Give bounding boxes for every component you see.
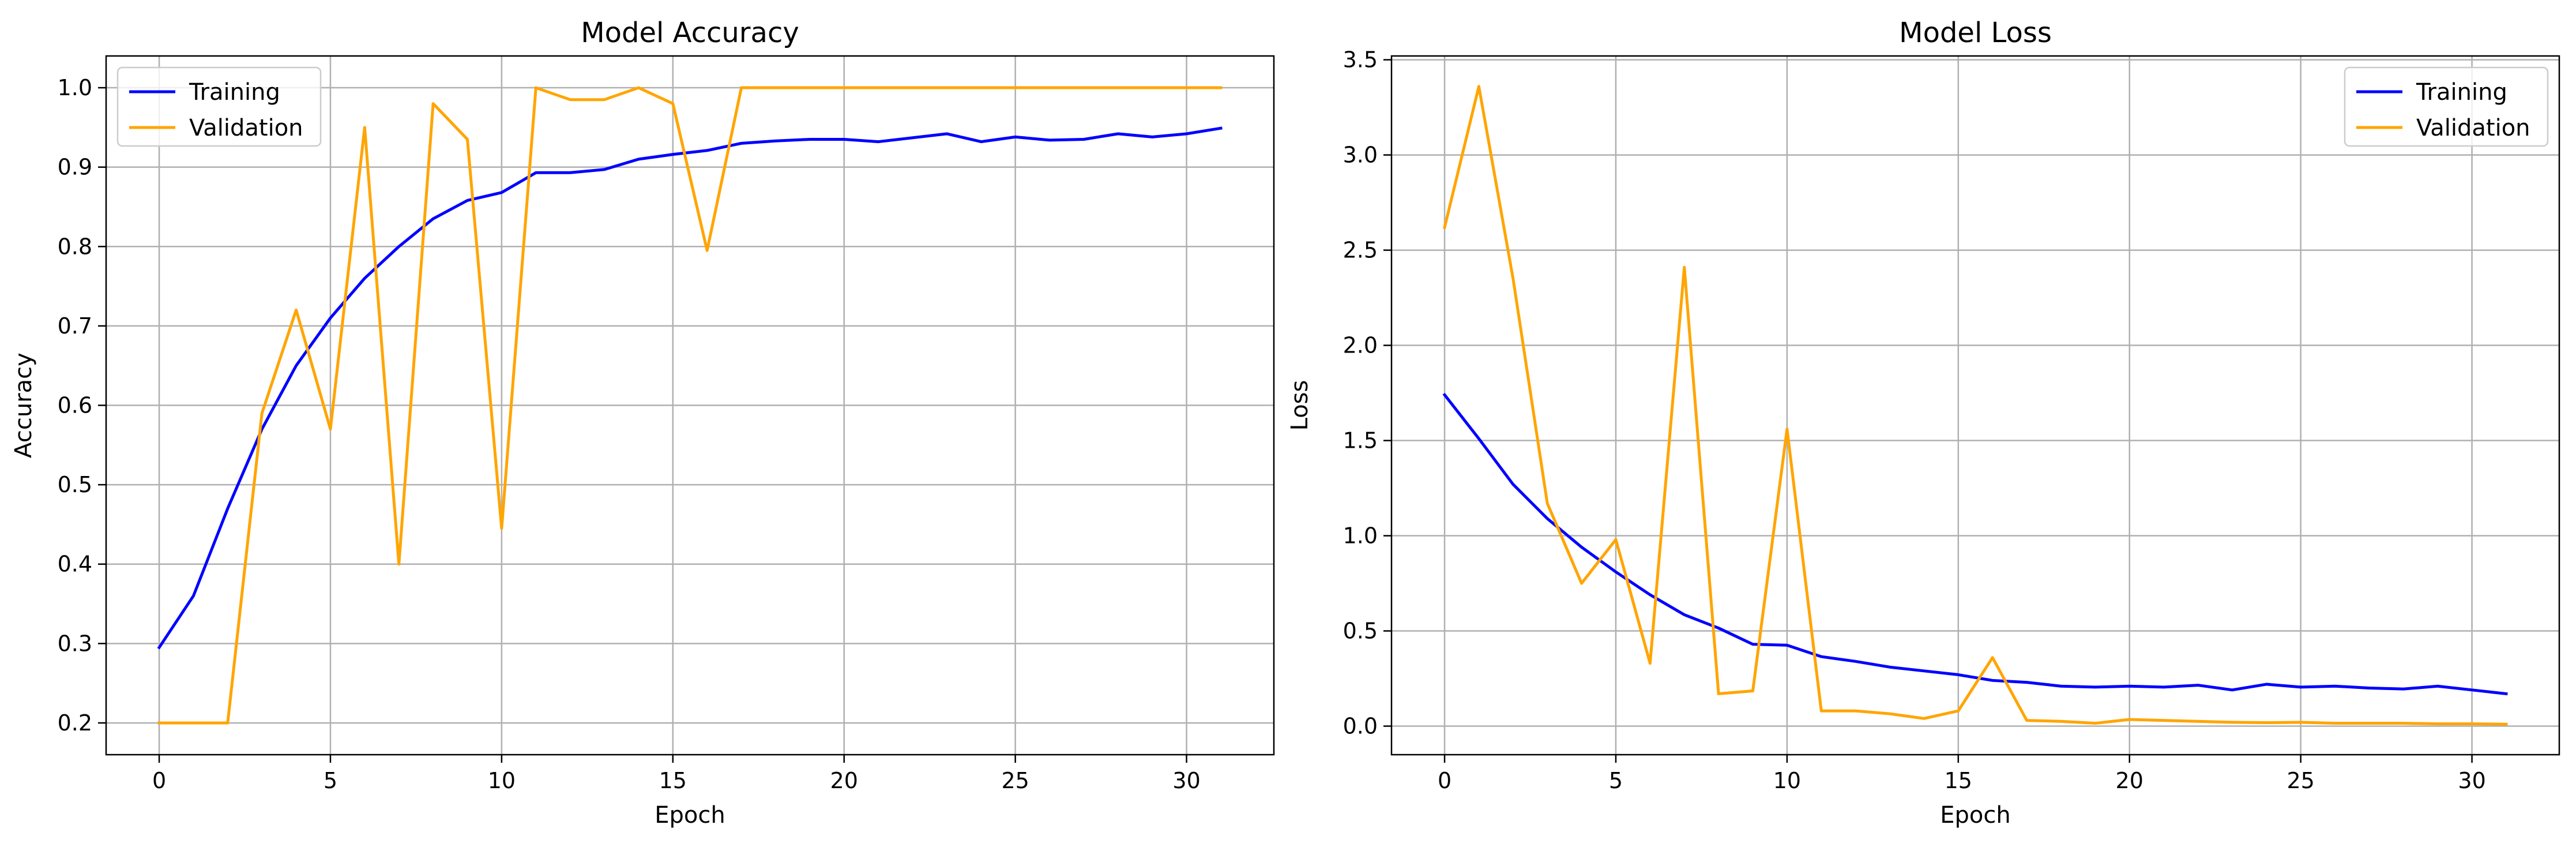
- y-tick-label: 3.0: [1343, 143, 1378, 168]
- series-line-training: [1442, 392, 2508, 696]
- x-tick-label: 15: [659, 768, 687, 793]
- y-tick-label: 1.5: [1343, 428, 1378, 454]
- legend: Training Validation: [2344, 66, 2549, 147]
- x-tick-label: 20: [2116, 768, 2143, 793]
- y-tick-label: 1.0: [1343, 523, 1378, 549]
- legend: Training Validation: [116, 66, 322, 147]
- y-tick-label: 3.5: [1343, 47, 1378, 73]
- x-tick-label: 0: [1438, 768, 1451, 793]
- x-tick-label: 5: [1609, 768, 1623, 793]
- x-tick-label: 20: [830, 768, 858, 793]
- x-axis-label: Epoch: [1940, 802, 2010, 829]
- y-axis-label: Loss: [1287, 380, 1313, 431]
- y-tick-label: 1.0: [58, 75, 92, 100]
- series-line-validation: [1443, 85, 2508, 726]
- y-tick-label: 0.0: [1343, 714, 1378, 739]
- y-axis-label: Accuracy: [10, 353, 37, 458]
- y-tick-label: 0.8: [58, 234, 92, 259]
- legend-label-training: Training: [2416, 79, 2507, 106]
- chart-title: Model Accuracy: [581, 17, 799, 49]
- y-tick-label: 0.5: [58, 472, 92, 497]
- chart-title: Model Loss: [1899, 17, 2052, 49]
- y-tick-label: 0.7: [58, 313, 92, 339]
- y-tick-label: 0.9: [58, 155, 92, 180]
- series-line-validation: [157, 86, 1223, 725]
- grid: [106, 56, 1274, 755]
- y-tick-label: 0.5: [1343, 619, 1378, 644]
- y-tick-label: 2.5: [1343, 238, 1378, 263]
- legend-label-training: Training: [189, 79, 280, 106]
- x-tick-label: 0: [152, 768, 166, 793]
- x-tick-label: 15: [1945, 768, 1972, 793]
- x-tick-label: 25: [1001, 768, 1029, 793]
- x-tick-label: 30: [2458, 768, 2485, 793]
- legend-label-validation: Validation: [189, 115, 303, 141]
- y-tick-label: 2.0: [1343, 333, 1378, 358]
- grid: [1392, 56, 2559, 755]
- x-tick-label: 5: [324, 768, 337, 793]
- y-tick-label: 0.4: [58, 552, 92, 577]
- x-tick-label: 10: [488, 768, 516, 793]
- x-tick-label: 10: [1773, 768, 1801, 793]
- y-tick-label: 0.6: [58, 393, 92, 418]
- series-line-training: [157, 126, 1223, 650]
- accuracy-chart: 0 5 10 15 20 25 30 0.2 0.3 0.4 0.5 0.6 0.7 0.8 0.9 1.0 M…: [10, 17, 1275, 829]
- legend-label-validation: Validation: [2416, 115, 2530, 141]
- x-axis-label: Epoch: [655, 802, 725, 829]
- y-tick-label: 0.2: [58, 710, 92, 736]
- plot-frame: [1390, 55, 2560, 756]
- x-tick-label: 30: [1172, 768, 1200, 793]
- y-tick-label: 0.3: [58, 631, 92, 656]
- loss-chart: 0 5 10 15 20 25 30 0.0 0.5 1.0 1.5 2.0 2.5 3.0 3.5 Mode…: [1287, 17, 2560, 829]
- x-tick-label: 25: [2287, 768, 2314, 793]
